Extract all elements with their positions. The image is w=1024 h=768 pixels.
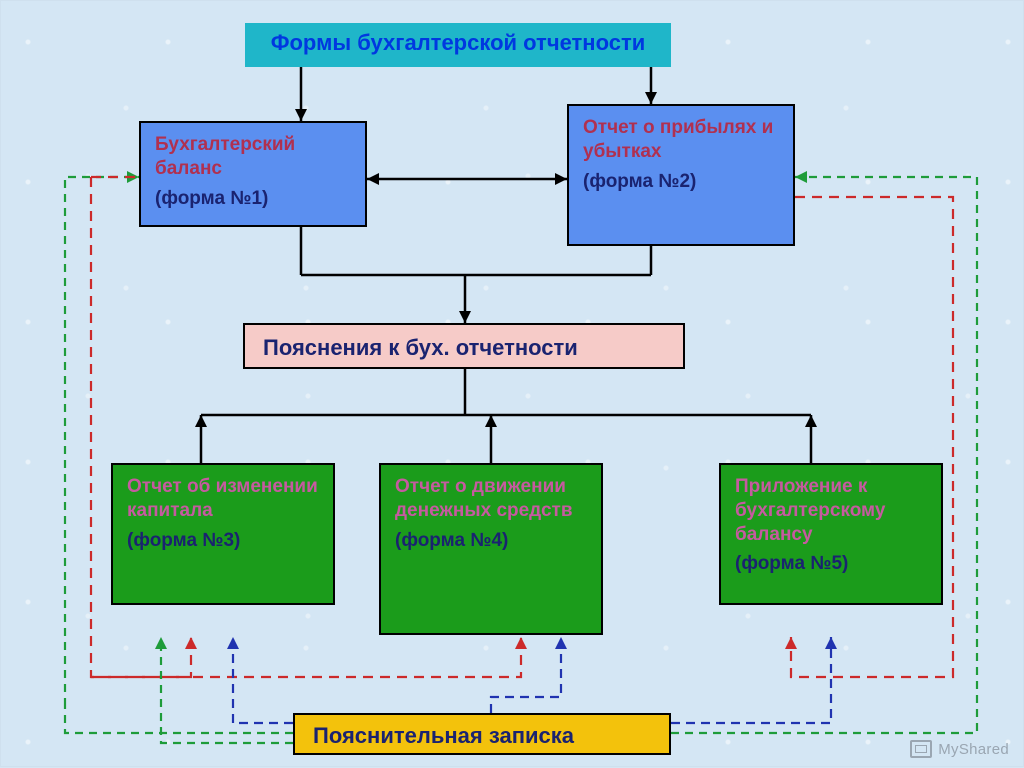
node-form2-form: (форма №2) bbox=[583, 170, 779, 194]
node-form4-form: (форма №4) bbox=[395, 529, 587, 553]
node-form1-name: Бухгалтерский баланс bbox=[155, 133, 351, 181]
watermark: MyShared bbox=[910, 740, 1009, 758]
watermark-icon bbox=[910, 740, 932, 758]
node-form2-name: Отчет о прибылях и убытках bbox=[583, 116, 779, 164]
node-form2: Отчет о прибылях и убытках (форма №2) bbox=[567, 104, 795, 246]
node-form5-name: Приложение к бухгалтерскому балансу bbox=[735, 475, 927, 546]
root-title-text: Формы бухгалтерской отчетности bbox=[271, 30, 646, 55]
node-form3: Отчет об изменении капитала (форма №3) bbox=[111, 463, 335, 605]
watermark-text: MyShared bbox=[938, 741, 1009, 758]
node-form3-form: (форма №3) bbox=[127, 529, 319, 553]
node-form1: Бухгалтерский баланс (форма №1) bbox=[139, 121, 367, 227]
node-form1-form: (форма №1) bbox=[155, 187, 351, 211]
node-note: Пояснительная записка bbox=[293, 713, 671, 755]
connectors-layer bbox=[1, 1, 1024, 768]
root-title: Формы бухгалтерской отчетности bbox=[245, 23, 671, 67]
node-form5-form: (форма №5) bbox=[735, 552, 927, 576]
node-explanations: Пояснения к бух. отчетности bbox=[243, 323, 685, 369]
node-form4-name: Отчет о движении денежных средств bbox=[395, 475, 587, 523]
node-note-text: Пояснительная записка bbox=[313, 723, 574, 748]
node-form5: Приложение к бухгалтерскому балансу (фор… bbox=[719, 463, 943, 605]
node-form4: Отчет о движении денежных средств (форма… bbox=[379, 463, 603, 635]
node-explanations-text: Пояснения к бух. отчетности bbox=[263, 335, 578, 360]
node-form3-name: Отчет об изменении капитала bbox=[127, 475, 319, 523]
